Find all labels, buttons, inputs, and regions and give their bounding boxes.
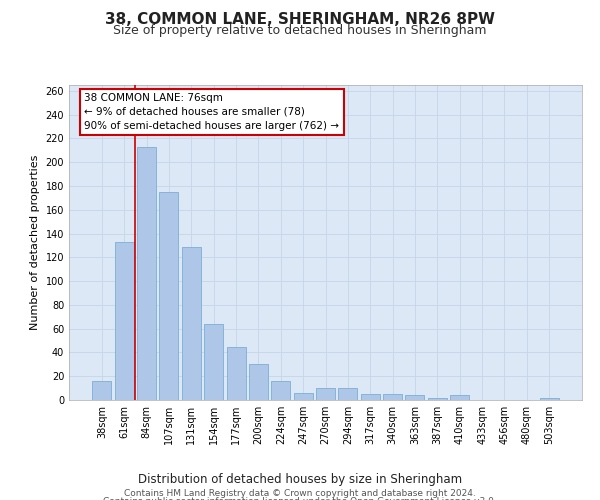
Bar [115, 242, 134, 400]
Bar [182, 246, 201, 400]
Bar [383, 394, 402, 400]
Text: 38, COMMON LANE, SHERINGHAM, NR26 8PW: 38, COMMON LANE, SHERINGHAM, NR26 8PW [105, 12, 495, 28]
Bar [160, 192, 178, 400]
Text: Distribution of detached houses by size in Sheringham: Distribution of detached houses by size … [138, 472, 462, 486]
Text: 38 COMMON LANE: 76sqm
← 9% of detached houses are smaller (78)
90% of semi-detac: 38 COMMON LANE: 76sqm ← 9% of detached h… [85, 93, 340, 131]
Text: Contains HM Land Registry data © Crown copyright and database right 2024.: Contains HM Land Registry data © Crown c… [124, 489, 476, 498]
Bar [539, 398, 559, 400]
Bar [271, 381, 290, 400]
Bar [361, 394, 380, 400]
Bar [406, 395, 424, 400]
Bar [450, 395, 469, 400]
Bar [249, 364, 268, 400]
Bar [316, 388, 335, 400]
Bar [137, 147, 156, 400]
Bar [338, 388, 358, 400]
Text: Size of property relative to detached houses in Sheringham: Size of property relative to detached ho… [113, 24, 487, 37]
Bar [92, 381, 112, 400]
Bar [293, 393, 313, 400]
Text: Contains public sector information licensed under the Open Government Licence v3: Contains public sector information licen… [103, 496, 497, 500]
Bar [227, 346, 245, 400]
Bar [428, 398, 447, 400]
Bar [204, 324, 223, 400]
Y-axis label: Number of detached properties: Number of detached properties [30, 155, 40, 330]
